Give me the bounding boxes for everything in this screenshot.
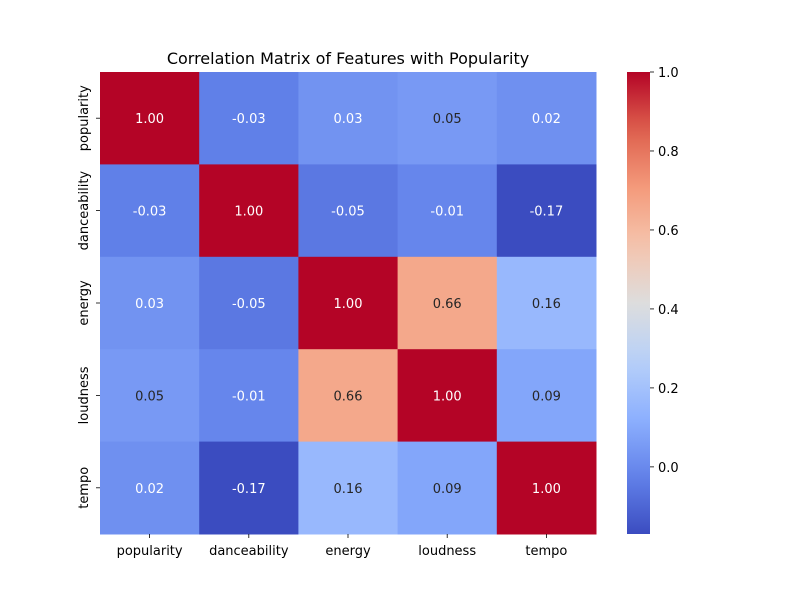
cell-value-label: 0.02 xyxy=(532,112,561,127)
cell-value-label: 0.09 xyxy=(433,482,462,497)
heatmap-cell-loudness-danceability xyxy=(199,349,299,443)
heatmap-cell-popularity-energy xyxy=(298,72,399,165)
colorbar-tick-label: 0.6 xyxy=(658,224,679,239)
heatmap-cell-loudness-loudness xyxy=(397,349,498,443)
heatmap-cell-tempo-danceability xyxy=(199,441,299,535)
cell-value-label: 0.16 xyxy=(334,482,363,497)
heatmap-cell-energy-popularity xyxy=(100,256,200,350)
colorbar-tick-label: 0.2 xyxy=(658,382,679,397)
cell-value-label: 0.05 xyxy=(433,112,462,127)
heatmap-cell-danceability-loudness xyxy=(397,164,498,258)
cell-value-label: -0.17 xyxy=(530,205,564,220)
heatmap-cell-tempo-tempo xyxy=(496,441,597,535)
cell-value-label: 0.03 xyxy=(135,297,164,312)
colorbar-tick-label: 0.0 xyxy=(658,461,679,476)
cell-value-label: -0.03 xyxy=(232,112,266,127)
y-tick-label: energy xyxy=(77,280,92,326)
cell-value-label: -0.03 xyxy=(133,205,167,220)
heatmap-cell-loudness-tempo xyxy=(496,349,597,443)
cell-value-label: -0.05 xyxy=(232,297,266,312)
heatmap-cell-popularity-loudness xyxy=(397,72,498,165)
heatmap-cell-loudness-energy xyxy=(298,349,399,443)
x-tick-label: loudness xyxy=(418,544,476,559)
heatmap-cell-danceability-popularity xyxy=(100,164,200,258)
colorbar-tick-label: 1.0 xyxy=(658,66,679,81)
heatmap-cell-tempo-loudness xyxy=(397,441,498,535)
x-tick-label: popularity xyxy=(117,544,183,559)
heatmap-cell-danceability-energy xyxy=(298,164,399,258)
colorbar-gradient xyxy=(627,72,650,534)
cell-value-label: 1.00 xyxy=(532,482,561,497)
cell-value-label: -0.05 xyxy=(331,205,365,220)
colorbar-tick-label: 0.8 xyxy=(658,145,679,160)
chart-title: Correlation Matrix of Features with Popu… xyxy=(167,49,529,68)
heatmap-cell-popularity-popularity xyxy=(100,72,200,165)
cell-value-label: 0.02 xyxy=(135,482,164,497)
heatmap-cell-danceability-danceability xyxy=(199,164,299,258)
cell-value-label: 0.05 xyxy=(135,389,164,404)
heatmap-cell-energy-energy xyxy=(298,256,399,350)
colorbar-tick-label: 0.4 xyxy=(658,303,679,318)
x-axis: popularity danceability energy loudness temp… xyxy=(117,534,567,559)
heatmap-cell-energy-loudness xyxy=(397,256,498,350)
colorbar: 0.0 0.2 0.4 0.6 0.8 1.0 xyxy=(627,66,679,534)
heatmap-cell-energy-tempo xyxy=(496,256,597,350)
y-tick-label: tempo xyxy=(77,467,92,509)
cell-value-label: 1.00 xyxy=(334,297,363,312)
y-axis: popularity danceability energy loudness temp… xyxy=(77,85,100,509)
heatmap-cell-loudness-popularity xyxy=(100,349,200,443)
cell-value-label: 0.03 xyxy=(334,112,363,127)
heatmap-cell-energy-danceability xyxy=(199,256,299,350)
heatmap-cell-popularity-tempo xyxy=(496,72,597,165)
cell-value-label: 1.00 xyxy=(433,389,462,404)
heatmap-cells xyxy=(100,72,597,535)
cell-value-label: -0.01 xyxy=(430,205,464,220)
cell-value-label: -0.17 xyxy=(232,482,266,497)
x-tick-label: danceability xyxy=(209,544,289,559)
cell-value-label: 1.00 xyxy=(234,205,263,220)
heatmap-cell-popularity-danceability xyxy=(199,72,299,165)
cell-value-label: 1.00 xyxy=(135,112,164,127)
heatmap-cell-tempo-energy xyxy=(298,441,399,535)
x-tick-label: tempo xyxy=(525,544,567,559)
heatmap-cell-labels: 1.00 -0.03 0.03 0.05 0.02 -0.03 1.00 -0.05 -0.01… xyxy=(133,112,563,497)
y-tick-label: popularity xyxy=(77,85,92,151)
heatmap-cell-tempo-popularity xyxy=(100,441,200,535)
cell-value-label: 0.66 xyxy=(433,297,462,312)
cell-value-label: 0.16 xyxy=(532,297,561,312)
cell-value-label: -0.01 xyxy=(232,389,266,404)
cell-value-label: 0.66 xyxy=(334,389,363,404)
cell-value-label: 0.09 xyxy=(532,389,561,404)
y-tick-label: danceability xyxy=(77,171,92,251)
x-tick-label: energy xyxy=(325,544,371,559)
y-tick-label: loudness xyxy=(77,366,92,424)
heatmap-cell-danceability-tempo xyxy=(496,164,597,258)
